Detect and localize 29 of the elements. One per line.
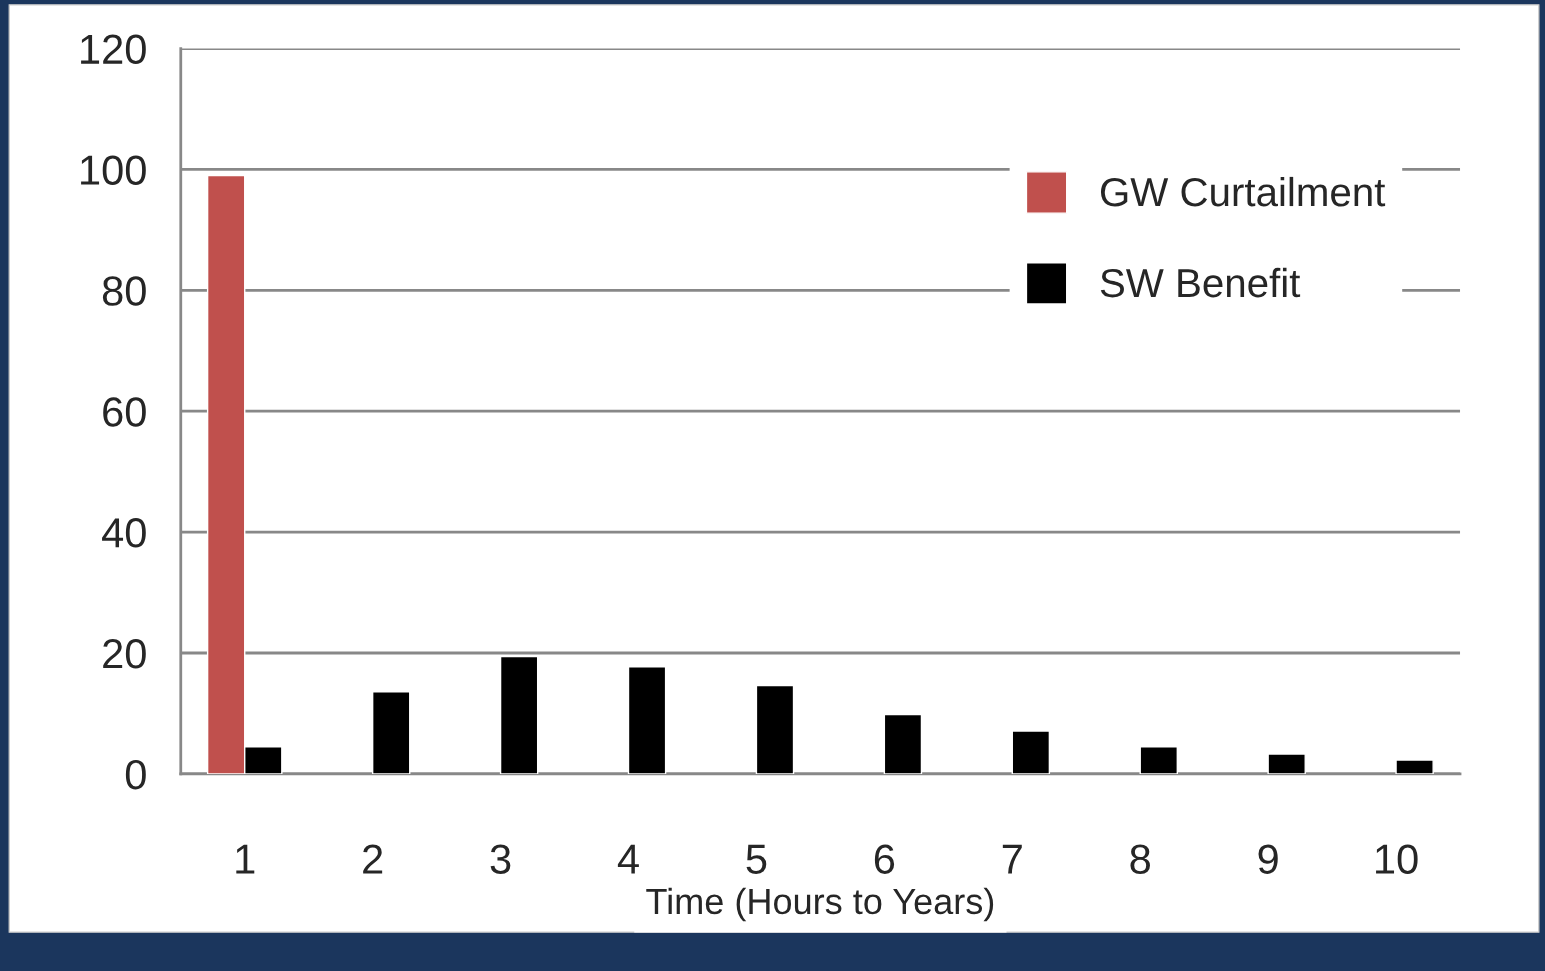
y-tick-label: 80 (102, 276, 146, 306)
y-tick-label: 120 (81, 34, 146, 65)
bar (371, 690, 411, 774)
y-tick-label: 100 (81, 155, 146, 185)
y-tick-label: 20 (103, 639, 146, 669)
bar (499, 655, 539, 774)
x-tick-label: 7 (1002, 844, 1022, 874)
x-axis-title: Time (Hours to Years) (646, 887, 994, 922)
bar (1267, 753, 1306, 774)
x-tick-label: 10 (1376, 844, 1418, 874)
x-tick-label: 5 (746, 844, 767, 874)
legend-label: SW Benefit (1100, 267, 1301, 298)
bar (755, 684, 795, 774)
x-tick-label: 9 (1258, 844, 1278, 874)
x-tick-label: 1 (236, 844, 255, 874)
bar (1139, 745, 1179, 774)
x-tick-label: 2 (363, 844, 383, 874)
x-tick-label: 4 (617, 844, 639, 874)
bar (1395, 759, 1434, 774)
y-tick-label: 40 (102, 518, 146, 548)
bar (1011, 730, 1051, 774)
bar (627, 666, 667, 774)
y-tick-label: 60 (103, 397, 146, 427)
x-tick-label: 8 (1130, 844, 1150, 874)
y-tick-label: 0 (125, 759, 146, 790)
bar (883, 713, 923, 774)
x-tick-label: 3 (490, 844, 511, 874)
x-tick-label: 6 (874, 844, 895, 874)
legend-label: GW Curtailment (1100, 176, 1386, 207)
